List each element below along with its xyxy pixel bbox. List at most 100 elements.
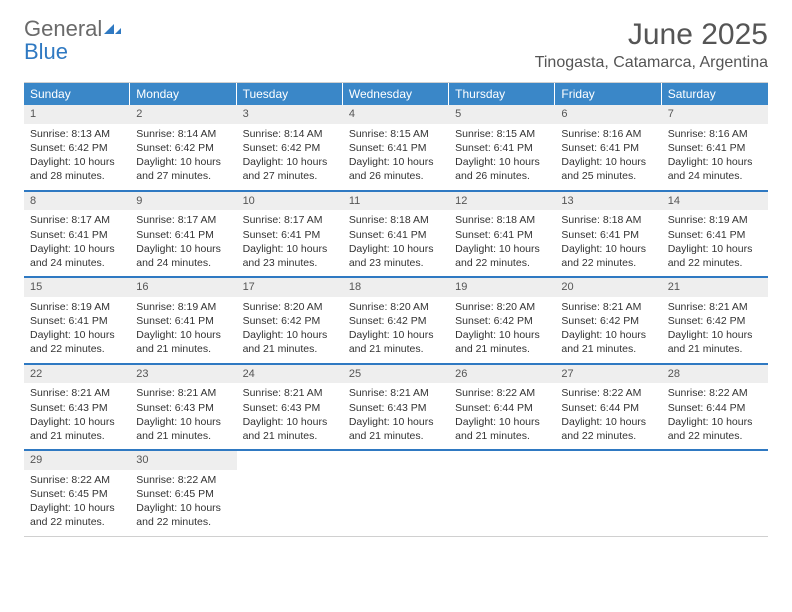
day-daylight2: and 23 minutes. (349, 256, 443, 270)
day-sunset: Sunset: 6:45 PM (30, 487, 124, 501)
week-row: 1Sunrise: 8:13 AMSunset: 6:42 PMDaylight… (24, 105, 768, 192)
day-body: Sunrise: 8:14 AMSunset: 6:42 PMDaylight:… (237, 124, 343, 190)
day-sunset: Sunset: 6:41 PM (30, 314, 124, 328)
day-daylight2: and 21 minutes. (668, 342, 762, 356)
day-daylight2: and 21 minutes. (455, 429, 549, 443)
logo: General Blue (24, 18, 122, 64)
day-daylight2: and 22 minutes. (455, 256, 549, 270)
day-sunrise: Sunrise: 8:15 AM (349, 127, 443, 141)
empty-day-cell (449, 451, 555, 536)
day-body: Sunrise: 8:17 AMSunset: 6:41 PMDaylight:… (130, 210, 236, 276)
day-number: 20 (555, 278, 661, 297)
day-sunset: Sunset: 6:41 PM (668, 228, 762, 242)
day-daylight1: Daylight: 10 hours (668, 155, 762, 169)
day-sunset: Sunset: 6:41 PM (668, 141, 762, 155)
day-daylight2: and 21 minutes. (455, 342, 549, 356)
day-daylight1: Daylight: 10 hours (30, 242, 124, 256)
day-cell: 1Sunrise: 8:13 AMSunset: 6:42 PMDaylight… (24, 105, 130, 190)
day-daylight2: and 27 minutes. (136, 169, 230, 183)
day-daylight1: Daylight: 10 hours (136, 155, 230, 169)
day-daylight1: Daylight: 10 hours (30, 501, 124, 515)
day-cell: 14Sunrise: 8:19 AMSunset: 6:41 PMDayligh… (662, 192, 768, 277)
day-number: 2 (130, 105, 236, 124)
weekday-header: Tuesday (237, 83, 343, 105)
day-sunrise: Sunrise: 8:22 AM (561, 386, 655, 400)
day-cell: 20Sunrise: 8:21 AMSunset: 6:42 PMDayligh… (555, 278, 661, 363)
day-daylight2: and 22 minutes. (30, 515, 124, 529)
day-sunset: Sunset: 6:42 PM (455, 314, 549, 328)
day-number: 13 (555, 192, 661, 211)
day-cell: 17Sunrise: 8:20 AMSunset: 6:42 PMDayligh… (237, 278, 343, 363)
day-number (237, 451, 343, 467)
day-daylight2: and 26 minutes. (455, 169, 549, 183)
day-sunrise: Sunrise: 8:17 AM (30, 213, 124, 227)
day-daylight1: Daylight: 10 hours (243, 415, 337, 429)
day-daylight1: Daylight: 10 hours (455, 155, 549, 169)
day-number (555, 451, 661, 467)
day-daylight2: and 21 minutes. (243, 342, 337, 356)
day-daylight1: Daylight: 10 hours (243, 155, 337, 169)
day-body: Sunrise: 8:17 AMSunset: 6:41 PMDaylight:… (237, 210, 343, 276)
logo-text: General Blue (24, 18, 122, 64)
day-daylight2: and 22 minutes. (668, 429, 762, 443)
day-number: 19 (449, 278, 555, 297)
day-sunrise: Sunrise: 8:16 AM (561, 127, 655, 141)
day-sunrise: Sunrise: 8:18 AM (455, 213, 549, 227)
day-body: Sunrise: 8:22 AMSunset: 6:44 PMDaylight:… (449, 383, 555, 449)
day-daylight2: and 24 minutes. (136, 256, 230, 270)
day-daylight2: and 25 minutes. (561, 169, 655, 183)
day-number: 10 (237, 192, 343, 211)
day-daylight1: Daylight: 10 hours (561, 328, 655, 342)
day-number: 28 (662, 365, 768, 384)
day-sunrise: Sunrise: 8:14 AM (136, 127, 230, 141)
day-cell: 12Sunrise: 8:18 AMSunset: 6:41 PMDayligh… (449, 192, 555, 277)
day-daylight2: and 21 minutes. (136, 429, 230, 443)
day-sunrise: Sunrise: 8:16 AM (668, 127, 762, 141)
weekday-header: Thursday (449, 83, 555, 105)
day-body: Sunrise: 8:21 AMSunset: 6:42 PMDaylight:… (662, 297, 768, 363)
day-daylight1: Daylight: 10 hours (30, 415, 124, 429)
day-body: Sunrise: 8:16 AMSunset: 6:41 PMDaylight:… (555, 124, 661, 190)
day-sunset: Sunset: 6:44 PM (561, 401, 655, 415)
day-body: Sunrise: 8:20 AMSunset: 6:42 PMDaylight:… (237, 297, 343, 363)
day-daylight1: Daylight: 10 hours (455, 242, 549, 256)
day-body: Sunrise: 8:16 AMSunset: 6:41 PMDaylight:… (662, 124, 768, 190)
day-daylight1: Daylight: 10 hours (561, 155, 655, 169)
day-sunset: Sunset: 6:45 PM (136, 487, 230, 501)
day-sunrise: Sunrise: 8:22 AM (30, 473, 124, 487)
day-body: Sunrise: 8:18 AMSunset: 6:41 PMDaylight:… (343, 210, 449, 276)
day-daylight1: Daylight: 10 hours (561, 415, 655, 429)
week-row: 8Sunrise: 8:17 AMSunset: 6:41 PMDaylight… (24, 192, 768, 279)
day-cell: 10Sunrise: 8:17 AMSunset: 6:41 PMDayligh… (237, 192, 343, 277)
day-daylight2: and 27 minutes. (243, 169, 337, 183)
day-number: 8 (24, 192, 130, 211)
day-daylight2: and 21 minutes. (349, 429, 443, 443)
day-sunset: Sunset: 6:41 PM (455, 228, 549, 242)
day-sunrise: Sunrise: 8:14 AM (243, 127, 337, 141)
day-sunset: Sunset: 6:42 PM (349, 314, 443, 328)
day-cell: 21Sunrise: 8:21 AMSunset: 6:42 PMDayligh… (662, 278, 768, 363)
day-sunset: Sunset: 6:44 PM (668, 401, 762, 415)
day-daylight1: Daylight: 10 hours (136, 328, 230, 342)
day-cell: 24Sunrise: 8:21 AMSunset: 6:43 PMDayligh… (237, 365, 343, 450)
day-daylight1: Daylight: 10 hours (668, 242, 762, 256)
day-number: 16 (130, 278, 236, 297)
day-body: Sunrise: 8:22 AMSunset: 6:45 PMDaylight:… (130, 470, 236, 536)
day-body: Sunrise: 8:20 AMSunset: 6:42 PMDaylight:… (343, 297, 449, 363)
day-number: 24 (237, 365, 343, 384)
day-cell: 2Sunrise: 8:14 AMSunset: 6:42 PMDaylight… (130, 105, 236, 190)
weekday-header-row: SundayMondayTuesdayWednesdayThursdayFrid… (24, 83, 768, 105)
day-sunrise: Sunrise: 8:18 AM (561, 213, 655, 227)
day-daylight2: and 22 minutes. (561, 256, 655, 270)
day-body: Sunrise: 8:15 AMSunset: 6:41 PMDaylight:… (343, 124, 449, 190)
day-sunset: Sunset: 6:42 PM (561, 314, 655, 328)
day-number: 21 (662, 278, 768, 297)
day-cell: 9Sunrise: 8:17 AMSunset: 6:41 PMDaylight… (130, 192, 236, 277)
day-number: 25 (343, 365, 449, 384)
day-number: 26 (449, 365, 555, 384)
weeks-container: 1Sunrise: 8:13 AMSunset: 6:42 PMDaylight… (24, 105, 768, 537)
day-cell: 6Sunrise: 8:16 AMSunset: 6:41 PMDaylight… (555, 105, 661, 190)
location-text: Tinogasta, Catamarca, Argentina (535, 54, 768, 72)
day-sunrise: Sunrise: 8:19 AM (30, 300, 124, 314)
day-body: Sunrise: 8:18 AMSunset: 6:41 PMDaylight:… (555, 210, 661, 276)
